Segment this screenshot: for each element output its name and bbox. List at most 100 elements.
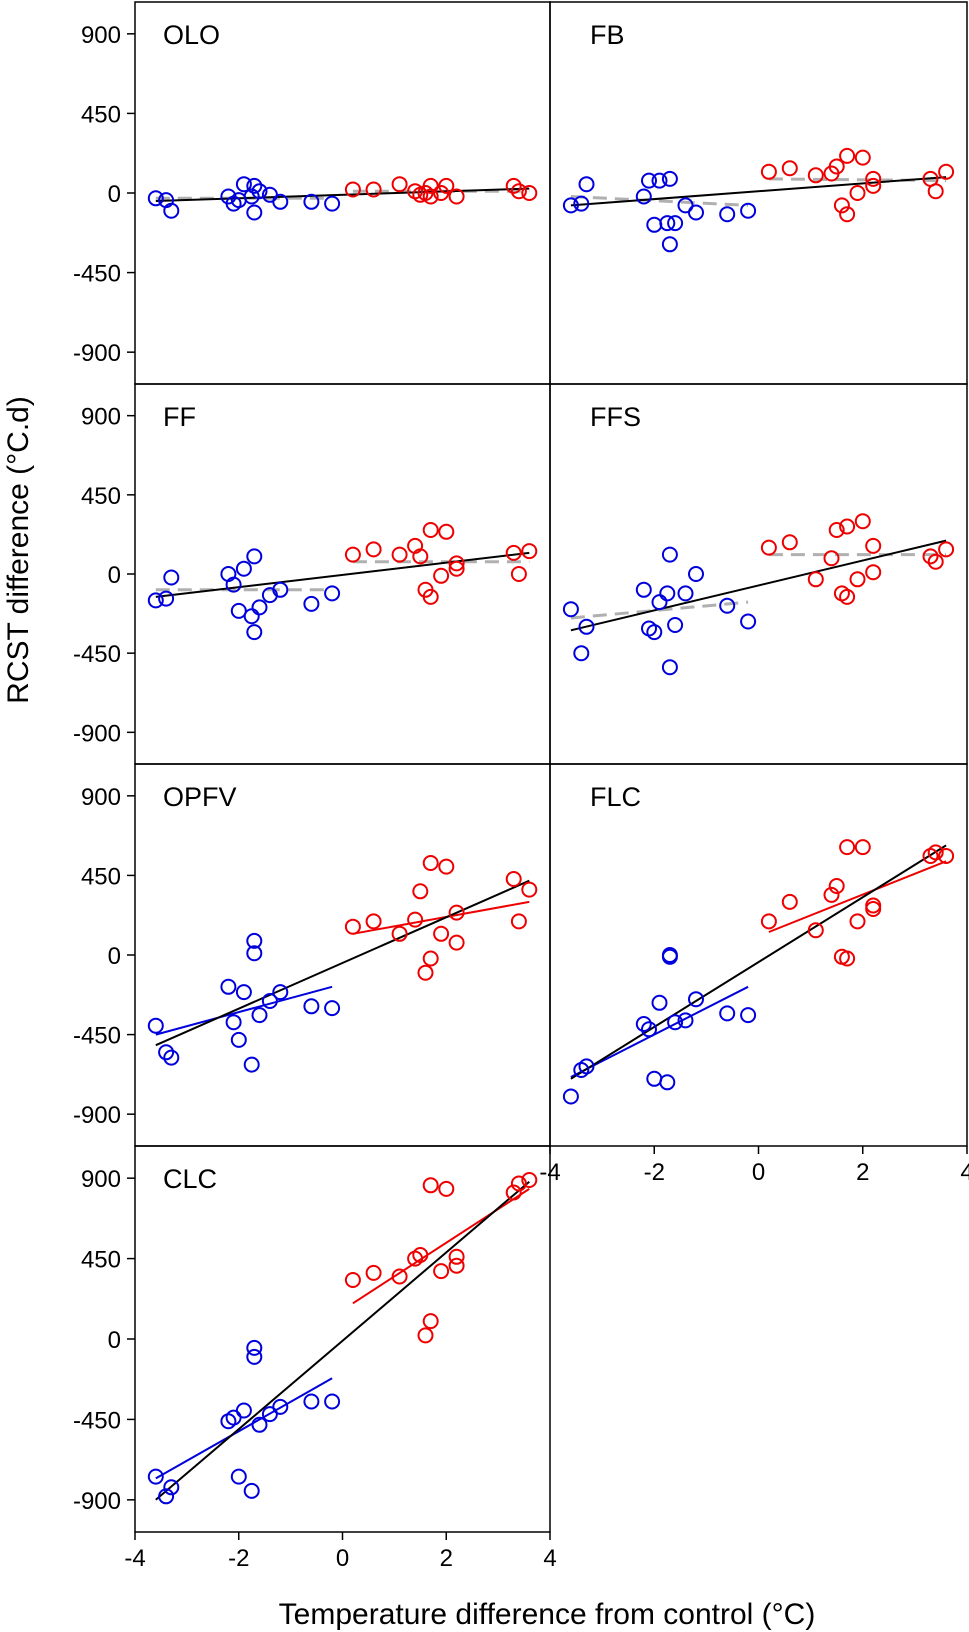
panels-layer: OLO 900 450 0 -450 -900 FB FF 900 450 0 -450 -900 FFS…	[73, 1, 969, 1572]
warm-point-ff	[344, 546, 361, 563]
warm-point-ffs	[865, 564, 882, 581]
warm-point-ff	[438, 523, 455, 540]
warm-point-fb	[760, 163, 777, 180]
warm-point-ff	[391, 546, 408, 563]
warm-point-fb	[854, 149, 871, 166]
warm-point-flc	[927, 844, 944, 861]
warm-point-flc	[828, 878, 845, 894]
warm-point-opfv	[422, 950, 439, 967]
y-tick-label-olo: 0	[108, 181, 121, 208]
panel-label-flc: FLC	[590, 782, 641, 812]
warm-point-ff	[422, 522, 439, 538]
cool-point-flc	[688, 991, 704, 1008]
cool-point-ff	[163, 569, 180, 586]
cool-point-ffs	[659, 585, 676, 602]
null-fit-warm-fb	[768, 177, 947, 183]
panel-clc: CLC 900 450 0 -450 -900 -4 -2 0 2 4	[73, 1145, 557, 1572]
cool-point-clc	[246, 1339, 263, 1356]
warm-point-olo	[505, 177, 522, 194]
cool-point-clc	[324, 1393, 341, 1410]
overall-fit-line-ffs	[570, 539, 947, 632]
warm-point-opfv	[448, 934, 465, 951]
cool-point-opfv	[220, 978, 237, 995]
cool-point-opfv	[261, 993, 278, 1009]
cool-point-ffs	[562, 601, 579, 618]
cool-point-clc	[243, 1482, 260, 1499]
cool-point-opfv	[147, 1017, 164, 1034]
warm-point-opfv	[391, 925, 408, 942]
warm-point-clc	[448, 1257, 465, 1274]
cool-point-clc	[251, 1416, 268, 1433]
panel-label-ffs: FFS	[590, 402, 641, 432]
panel-label-fb: FB	[590, 20, 625, 50]
warm-point-opfv	[433, 925, 450, 942]
warm-point-ff	[412, 548, 429, 565]
cool-point-flc	[641, 1021, 657, 1038]
panel-frame-fb	[549, 1, 968, 385]
panel-flc: FLC-4 -2 0 2 4	[539, 763, 969, 1186]
panel-olo: OLO 900 450 0 -450 -900	[73, 1, 551, 385]
cool-point-fb	[659, 215, 676, 232]
cool-point-ffs	[677, 585, 694, 602]
warm-point-clc	[505, 1184, 522, 1201]
panel-label-clc: CLC	[163, 1164, 217, 1194]
warm-point-ff	[433, 567, 450, 584]
x-tick-label-flc: 0	[752, 1159, 765, 1186]
cool-point-clc	[163, 1479, 180, 1496]
cool-point-fb	[641, 172, 657, 189]
cool-point-flc	[659, 1074, 676, 1091]
warm-point-ffs	[854, 513, 871, 530]
cool-point-fb	[661, 170, 678, 187]
y-tick-label-opfv: -450	[73, 1023, 121, 1050]
warm-point-olo	[344, 181, 361, 198]
cool-point-flc	[667, 1014, 684, 1031]
cool-point-fb	[646, 216, 663, 233]
warm-point-ffs	[823, 550, 840, 567]
warm-point-flc	[938, 848, 955, 864]
cool-point-opfv	[235, 984, 252, 1001]
cool-point-flc	[661, 948, 678, 965]
cool-point-ff	[243, 608, 260, 625]
overall-fit-line-clc	[155, 1180, 530, 1501]
warm-point-opfv	[365, 913, 382, 930]
cool-point-olo	[147, 190, 164, 207]
cool-point-olo	[272, 193, 289, 210]
cool-point-opfv	[251, 1007, 268, 1024]
y-tick-label-ff: 900	[81, 404, 121, 431]
warm-point-ff	[448, 560, 465, 577]
cool-point-ff	[235, 560, 252, 577]
cool-point-ff	[303, 595, 320, 612]
cool-point-flc	[635, 1016, 652, 1032]
warm-point-ffs	[927, 553, 944, 570]
warm-point-ffs	[781, 534, 798, 551]
warm-point-olo	[521, 185, 538, 201]
cool-point-ff	[246, 548, 263, 565]
panel-ffs: FFS	[549, 383, 968, 765]
warm-point-olo	[365, 181, 382, 198]
x-tick-label-flc: 2	[856, 1159, 869, 1186]
warm-point-olo	[448, 188, 465, 205]
cool-point-ffs	[651, 594, 668, 611]
panel-label-ff: FF	[163, 402, 196, 432]
panel-ff: FF 900 450 0 -450 -900	[73, 383, 551, 765]
warm-point-opfv	[438, 858, 455, 875]
warm-point-clc	[510, 1175, 527, 1192]
warm-point-olo	[438, 177, 455, 194]
warm-point-ffs	[807, 571, 824, 588]
y-axis-title: RCST difference (°C.d)	[2, 396, 35, 704]
cool-point-fb	[688, 204, 704, 221]
cool-point-ff	[225, 576, 242, 593]
cool-point-ff	[230, 602, 247, 619]
panel-frame-ffs	[549, 383, 968, 765]
y-tick-label-olo: 900	[81, 22, 121, 49]
warm-point-clc	[438, 1180, 455, 1197]
cool-point-flc	[719, 1005, 736, 1022]
overall-fit-line-fb	[570, 176, 947, 207]
y-tick-label-ff: -450	[73, 641, 121, 668]
x-tick-label-flc: 4	[960, 1159, 969, 1186]
cool-point-olo	[324, 195, 341, 212]
y-tick-label-clc: -900	[73, 1488, 121, 1515]
warm-point-olo	[391, 176, 408, 193]
cool-point-opfv	[243, 1056, 260, 1073]
